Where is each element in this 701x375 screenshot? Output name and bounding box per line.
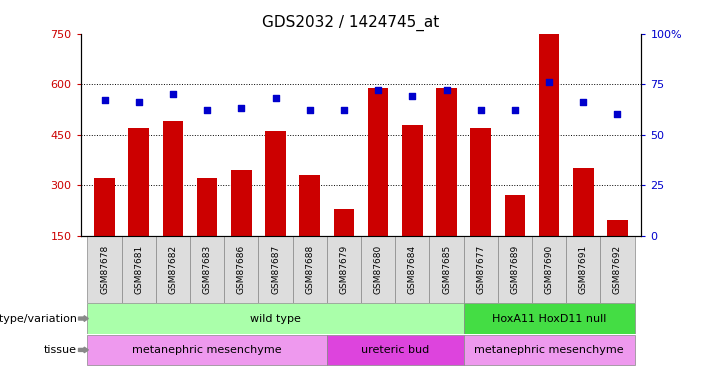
Bar [292,236,327,303]
Point [236,105,247,111]
Bar [607,220,627,236]
Bar [88,335,327,365]
Bar [368,88,388,236]
Bar [361,236,395,303]
Text: genotype/variation: genotype/variation [0,314,77,324]
Point [372,87,383,93]
Bar [88,236,122,303]
Text: GSM87687: GSM87687 [271,244,280,294]
Text: HoxA11 HoxD11 null: HoxA11 HoxD11 null [492,314,606,324]
Bar [231,170,252,236]
Text: GSM87692: GSM87692 [613,244,622,294]
Point [475,108,486,114]
Point [201,108,212,114]
Bar [463,303,634,334]
Bar [128,128,149,236]
Bar [539,34,559,236]
Bar [95,178,115,236]
Point [407,93,418,99]
Text: GSM87690: GSM87690 [545,244,554,294]
Bar [265,131,286,236]
Point [578,99,589,105]
Bar [327,335,463,365]
Text: GSM87682: GSM87682 [168,244,177,294]
Bar [463,335,634,365]
Bar [190,236,224,303]
Bar [463,236,498,303]
Text: GSM87679: GSM87679 [339,244,348,294]
Point [441,87,452,93]
Text: GSM87686: GSM87686 [237,244,246,294]
Text: tissue: tissue [44,345,77,355]
Point [99,98,110,104]
Bar [532,236,566,303]
Point [270,95,281,101]
Text: ureteric bud: ureteric bud [361,345,429,355]
Point [168,91,179,97]
Text: GSM87681: GSM87681 [135,244,143,294]
Point [510,108,521,114]
Bar [430,236,463,303]
Bar [327,236,361,303]
Text: GSM87684: GSM87684 [408,244,417,294]
Text: metanephric mesenchyme: metanephric mesenchyme [475,345,624,355]
Bar [163,121,183,236]
Bar [505,195,525,236]
Bar [436,88,457,236]
Point [133,99,144,105]
Bar [122,236,156,303]
Text: GSM87689: GSM87689 [510,244,519,294]
Text: GSM87677: GSM87677 [476,244,485,294]
Bar [600,236,634,303]
Bar [470,128,491,236]
Text: wild type: wild type [250,314,301,324]
Bar [498,236,532,303]
Point [304,108,315,114]
Bar [156,236,190,303]
Bar [259,236,292,303]
Bar [402,124,423,236]
Point [339,108,350,114]
Bar [197,178,217,236]
Text: GSM87683: GSM87683 [203,244,212,294]
Bar [299,175,320,236]
Bar [334,209,354,236]
Text: GSM87685: GSM87685 [442,244,451,294]
Bar [88,303,463,334]
Text: GSM87678: GSM87678 [100,244,109,294]
Text: GSM87680: GSM87680 [374,244,383,294]
Text: GSM87688: GSM87688 [305,244,314,294]
Bar [224,236,259,303]
Point [543,79,554,85]
Text: GSM87691: GSM87691 [579,244,587,294]
Text: metanephric mesenchyme: metanephric mesenchyme [132,345,282,355]
Text: GDS2032 / 1424745_at: GDS2032 / 1424745_at [262,15,439,31]
Bar [566,236,600,303]
Point [612,111,623,117]
Bar [395,236,430,303]
Bar [573,168,594,236]
